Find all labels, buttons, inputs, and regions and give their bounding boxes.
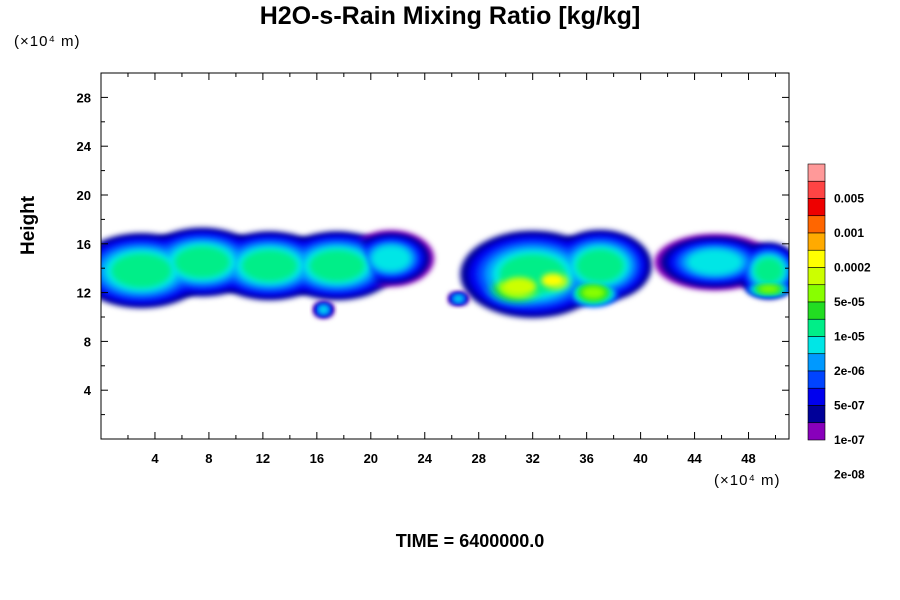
- field-contour: [111, 253, 172, 288]
- colorbar-label: 2e-08: [834, 468, 865, 482]
- mixing-ratio-field: [101, 227, 789, 319]
- colorbar-label: 5e-05: [834, 295, 865, 309]
- field-contour: [541, 273, 565, 288]
- colorbar-swatch: [807, 387, 826, 406]
- colorbar-swatch: [807, 318, 826, 337]
- field-contour: [371, 245, 411, 272]
- x-tick-label: 48: [741, 451, 755, 466]
- colorbar-swatch: [807, 215, 826, 234]
- x-axis: 4 8 12 16 20 24 28 32 36 40 44 48: [127, 73, 777, 466]
- colorbar-swatch: [807, 267, 826, 286]
- y-axis: 4 8 12 16 20 24 28: [77, 90, 789, 416]
- field-contour: [318, 306, 329, 314]
- colorbar-label: 1e-07: [834, 433, 865, 447]
- x-tick-label: 36: [579, 451, 593, 466]
- x-tick-label: 40: [633, 451, 647, 466]
- colorbar-swatch: [807, 180, 826, 199]
- x-tick-label: 4: [151, 451, 159, 466]
- x-axis-unit: (×10⁴ m): [714, 472, 781, 489]
- x-tick-label: 44: [687, 451, 702, 466]
- y-tick-label: 20: [77, 188, 91, 203]
- field-contour: [754, 257, 783, 284]
- x-tick-label: 32: [525, 451, 539, 466]
- y-tick-label: 4: [84, 383, 92, 398]
- field-contour: [309, 250, 365, 282]
- y-tick-label: 8: [84, 334, 91, 349]
- time-label: TIME = 6400000.0: [395, 531, 545, 551]
- field-contour: [687, 249, 743, 275]
- y-tick-label: 12: [77, 286, 91, 301]
- colorbar-label: 5e-07: [834, 399, 865, 413]
- colorbar-swatch: [807, 370, 826, 389]
- x-tick-label: 24: [418, 451, 433, 466]
- colorbar-label: 1e-05: [834, 330, 865, 344]
- x-tick-label: 8: [205, 451, 212, 466]
- colorbar-swatch: [807, 405, 826, 424]
- colorbar-label: 0.005: [834, 192, 864, 206]
- x-tick-label: 12: [256, 451, 270, 466]
- colorbar-label: 0.001: [834, 226, 864, 240]
- y-tick-label: 24: [77, 139, 92, 154]
- colorbar-label: 0.0002: [834, 261, 871, 275]
- colorbar-swatch: [807, 336, 826, 355]
- colorbar-swatch: [807, 353, 826, 372]
- x-tick-label: 28: [471, 451, 485, 466]
- field-contour: [758, 285, 779, 293]
- field-contour: [174, 246, 230, 278]
- chart-title: H2O-s-Rain Mixing Ratio [kg/kg]: [259, 2, 641, 30]
- colorbar-swatch: [807, 232, 826, 251]
- field-contour: [453, 295, 464, 302]
- colorbar-label: 2e-06: [834, 364, 865, 378]
- colorbar-swatch: [807, 249, 826, 268]
- x-tick-label: 16: [310, 451, 324, 466]
- field-contour: [581, 286, 606, 299]
- plot-frame: [100, 72, 790, 440]
- colorbar-swatch: [807, 198, 826, 217]
- x-tick-label: 20: [364, 451, 378, 466]
- colorbar-swatch: [807, 301, 826, 320]
- y-axis-unit: (×10⁴ m): [14, 33, 81, 50]
- y-tick-label: 16: [77, 237, 91, 252]
- y-tick-label: 28: [77, 90, 91, 105]
- colorbar-swatch: [807, 284, 826, 303]
- colorbar-swatch: [807, 163, 826, 182]
- field-contour: [242, 250, 298, 282]
- colorbar-swatch: [807, 422, 826, 441]
- field-contour: [576, 249, 624, 283]
- field-contour: [501, 277, 537, 296]
- colorbar: 0.005 0.001 0.0002 5e-05 1e-05 2e-06 5e-07 1e-0…: [807, 163, 871, 482]
